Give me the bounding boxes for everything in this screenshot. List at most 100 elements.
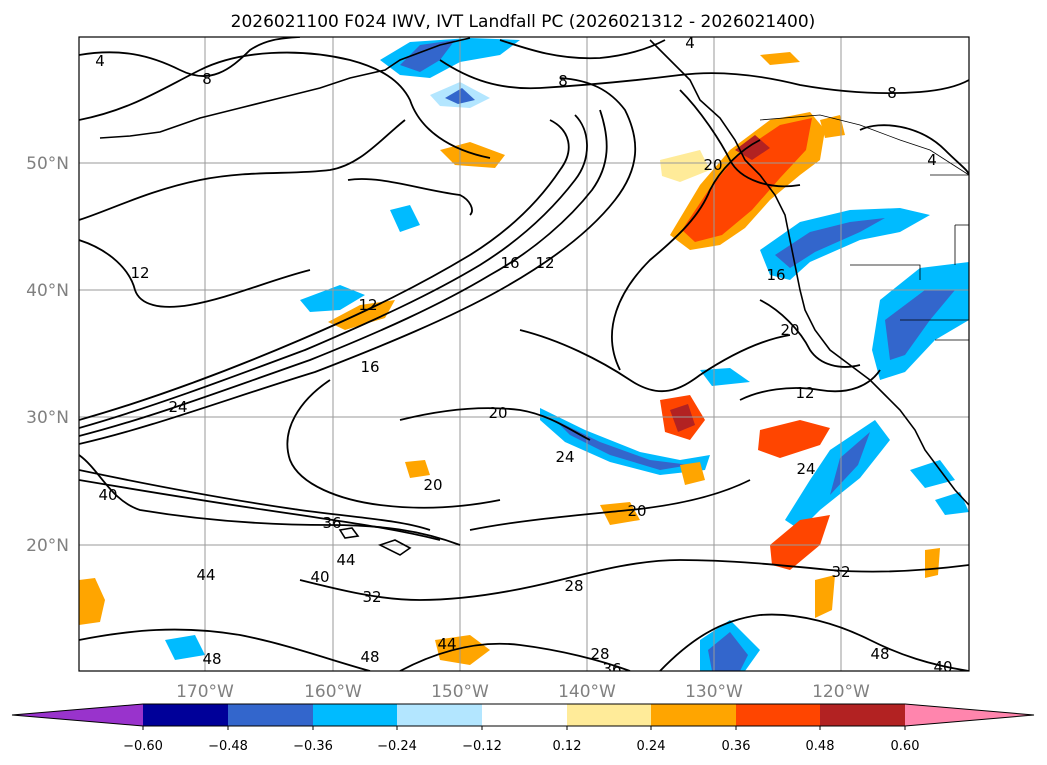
contour-line [79, 454, 461, 546]
shade-patch [700, 368, 750, 386]
contour-label: 4 [95, 52, 105, 70]
contour-line [79, 51, 491, 159]
colorbar-tick-label: −0.24 [377, 739, 417, 754]
hawaii-islands [377, 539, 412, 556]
contour-line [519, 329, 791, 393]
colorbar-segment [313, 704, 397, 726]
iwv-contours [79, 37, 969, 671]
colorbar-tick-label: 0.48 [806, 739, 835, 754]
colorbar-tick-label: −0.60 [123, 739, 163, 754]
contour-label: 24 [168, 398, 187, 416]
shade-patch [815, 575, 835, 618]
lon-label-120w: 120°W [812, 682, 870, 702]
contour-label: 20 [780, 321, 799, 339]
lat-label-30n: 30°N [26, 408, 69, 428]
map-frame [78, 36, 970, 672]
contour-label: 48 [870, 645, 889, 663]
contour-label: 40 [933, 658, 952, 676]
colorbar-segment [567, 704, 651, 726]
contour-line [286, 379, 501, 509]
political-border [850, 264, 921, 280]
colorbar-segment [820, 704, 905, 726]
contour-label: 20 [488, 404, 507, 422]
contour-label: 40 [310, 568, 329, 586]
contour-label: 16 [360, 358, 379, 376]
contour-label: 16 [766, 266, 785, 284]
contour-line [611, 139, 761, 371]
contour-label: 24 [796, 460, 815, 478]
lon-label-140w: 140°W [558, 682, 616, 702]
shade-patch [79, 578, 105, 625]
figure-title: 2026021100 F024 IWV, IVT Landfall PC (20… [231, 12, 816, 32]
contour-line [79, 114, 588, 429]
colorbar-segment [397, 704, 482, 726]
contour-line [679, 89, 801, 188]
colorbar-segment [228, 704, 313, 726]
shade-patch [435, 635, 490, 665]
colorbar-tick-label: −0.48 [208, 739, 248, 754]
colorbar-extend-low [12, 704, 143, 726]
lat-label-20n: 20°N [26, 536, 69, 556]
colorbar-tick-label: 0.60 [891, 739, 920, 754]
shade-patch [925, 548, 940, 578]
graticule [79, 37, 969, 671]
contour-line [347, 178, 473, 216]
contour-label: 12 [358, 296, 377, 314]
lat-label-50n: 50°N [26, 154, 69, 174]
contour-line [499, 39, 666, 60]
colorbar-tick-label: −0.36 [293, 739, 333, 754]
contour-label: 12 [130, 264, 149, 282]
colorbar-segment [736, 704, 820, 726]
contour-line [399, 407, 591, 441]
shade-patch [440, 142, 505, 168]
contour-label: 20 [423, 476, 442, 494]
shade-patch [760, 52, 800, 65]
lon-label-160w: 160°W [304, 682, 362, 702]
colorbar-segment [143, 704, 228, 726]
negative-shading [165, 38, 969, 671]
colorbar-tick-label: −0.12 [462, 739, 502, 754]
shade-patch [400, 40, 455, 72]
lon-label-170w: 170°W [176, 682, 234, 702]
contour-label: 28 [590, 645, 609, 663]
shade-patch [775, 218, 885, 268]
shade-patch [885, 290, 955, 360]
contour-line [79, 239, 311, 308]
shade-patch [910, 460, 955, 488]
shade-patch [165, 635, 205, 660]
contour-line [79, 109, 608, 437]
shade-patch [600, 502, 640, 525]
aleutian-coast [99, 37, 471, 139]
shade-patch [555, 420, 690, 470]
contour-label: 8 [202, 70, 212, 88]
contour-line [79, 119, 570, 421]
contour-line [439, 59, 969, 95]
contour-label: 16 [500, 254, 519, 272]
contour-label: 36 [602, 660, 621, 678]
colorbar-extend-high [905, 704, 1034, 726]
contour-label: 48 [360, 648, 379, 666]
contour-label: 40 [98, 486, 117, 504]
contour-label: 48 [202, 650, 221, 668]
contour-line [399, 642, 631, 671]
shade-patch [328, 300, 395, 330]
contour-line [79, 628, 371, 671]
colorbar-tick-label: 0.12 [553, 739, 582, 754]
contour-line [759, 299, 861, 368]
colorbar-tick-label: 0.36 [722, 739, 751, 754]
contour-label: 12 [535, 254, 554, 272]
shade-patch [680, 462, 705, 485]
contour-line [659, 613, 969, 671]
shade-patch [708, 632, 748, 671]
contour-label: 24 [555, 448, 574, 466]
contour-labels: 4 8 8 8 4 4 12 12 16 12 16 20 16 20 12 2… [95, 34, 952, 678]
shade-patch [660, 150, 710, 182]
contour-label: 4 [685, 34, 695, 52]
contour-line [79, 469, 431, 531]
contour-line [79, 479, 441, 541]
shade-patch [735, 135, 770, 160]
contour-label: 32 [831, 563, 850, 581]
contour-label: 28 [564, 577, 583, 595]
contour-line [79, 119, 406, 221]
